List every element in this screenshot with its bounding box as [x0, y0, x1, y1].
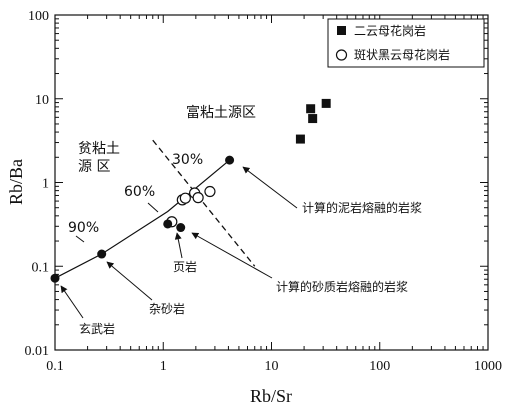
- two-mica-granite-point: [321, 98, 331, 108]
- greywacke-label: 杂砂岩: [149, 301, 185, 316]
- reference-point: [176, 223, 186, 233]
- y-tick-label: 1: [42, 177, 49, 192]
- greywacke-arrow: [106, 261, 153, 301]
- psammite-melt-arrow: [191, 232, 273, 279]
- clay-poor-source-label-line2: 源 区: [78, 159, 110, 175]
- reference-point: [50, 273, 60, 283]
- legend-circle-marker: [335, 49, 348, 61]
- shale-label: 页岩: [173, 259, 197, 274]
- pct-30-label: 30%: [172, 152, 203, 168]
- reference-point: [225, 155, 235, 165]
- porphyritic-biotite-granite-point: [204, 185, 216, 198]
- x-tick-label: 1: [160, 359, 167, 374]
- clay-rich-source-label: 富粘土源区: [186, 104, 256, 121]
- y-tick-label: 0.1: [32, 260, 50, 275]
- pct-60-leader: [147, 202, 159, 213]
- two-mica-granite-point: [308, 114, 318, 124]
- y-tick-label: 100: [28, 9, 49, 24]
- x-tick-label: 10: [265, 359, 279, 374]
- porphyritic-biotite-granite-point: [179, 192, 191, 204]
- legend-label-two-mica-granite: 二云母花岗岩: [354, 23, 426, 38]
- x-tick-label: 100: [369, 359, 390, 374]
- x-tick-label: 0.1: [46, 359, 64, 374]
- mixing-trend-line: [54, 159, 230, 279]
- reference-point: [97, 249, 107, 259]
- basalt-label: 玄武岩: [79, 321, 115, 336]
- source-boundary-dashed-line: [152, 139, 256, 267]
- pelite-melt-arrow: [242, 166, 298, 209]
- y-tick-label: 10: [35, 93, 49, 108]
- basalt-arrow: [60, 285, 84, 319]
- two-mica-granite-point: [306, 104, 316, 114]
- pct-90-label: 90%: [68, 220, 99, 236]
- legend-box: [327, 18, 485, 68]
- psammite-melt-label: 计算的砂质岩熔融的岩浆: [276, 279, 408, 294]
- pct-60-label: 60%: [124, 184, 155, 200]
- porphyritic-biotite-granite-point: [192, 192, 204, 204]
- y-tick-label: 0.01: [25, 344, 50, 359]
- pct-90-leader: [75, 235, 85, 243]
- axis-ticks: [54, 15, 488, 351]
- data-points: [50, 98, 331, 283]
- legend-square-marker: [337, 26, 346, 35]
- legend: 二云母花岗岩 斑状黑云母花岗岩: [327, 18, 485, 68]
- legend-label-porphyritic-biotite-granite: 斑状黑云母花岗岩: [354, 47, 450, 62]
- reference-point: [163, 219, 173, 229]
- clay-poor-source-label-line1: 贫粘土: [78, 141, 120, 157]
- annotation-arrows: [60, 166, 298, 319]
- x-tick-label: 1000: [474, 359, 502, 374]
- y-axis-title: Rb/Ba: [6, 159, 26, 205]
- shale-arrow: [174, 232, 183, 259]
- pelite-melt-label: 计算的泥岩熔融的岩浆: [302, 200, 422, 215]
- two-mica-granite-point: [295, 134, 305, 144]
- x-axis-title: Rb/Sr: [250, 386, 292, 406]
